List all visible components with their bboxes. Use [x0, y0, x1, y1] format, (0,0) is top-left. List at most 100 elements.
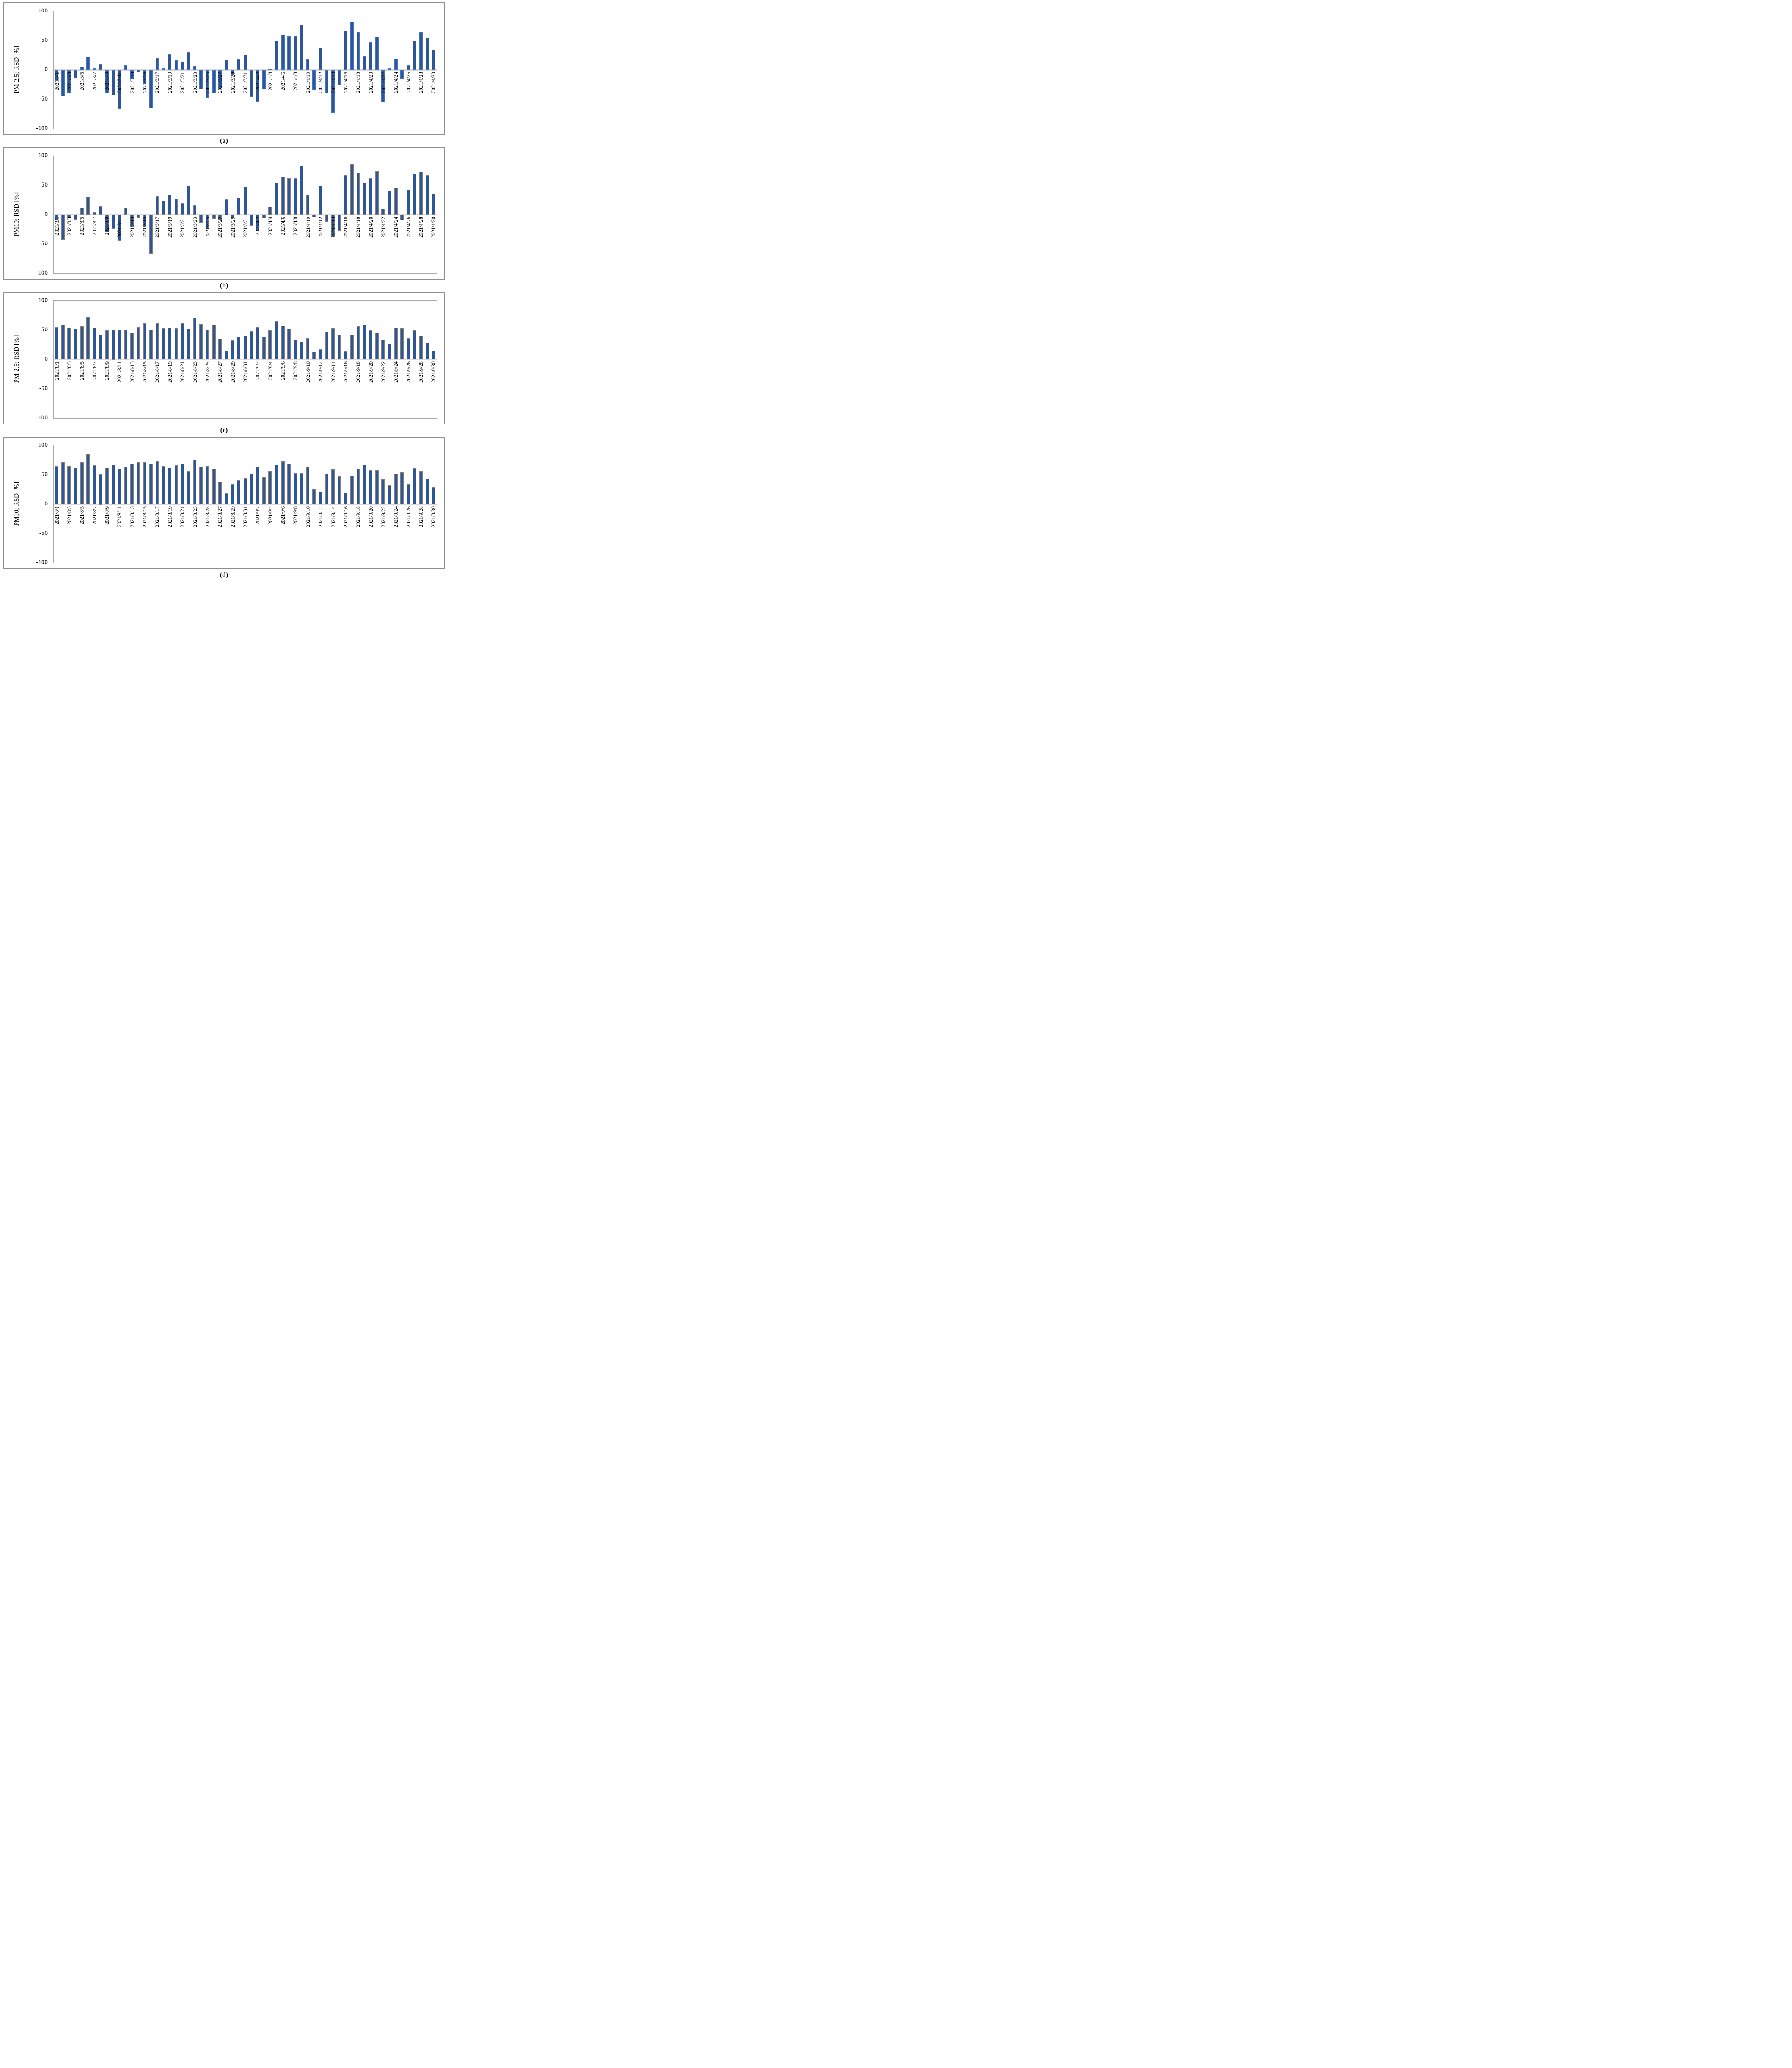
figure-rsd-panels: PM 2.5; RSD [%] 100 50 0 -50 -100 2021/3/1 20… [0, 0, 448, 586]
x-tick-label: 2021/4/18 [355, 72, 362, 93]
bar [174, 199, 178, 215]
bar [162, 201, 165, 215]
x-tick-label: 2021/8/17 [154, 506, 161, 527]
bar [218, 481, 222, 505]
x-tick-label: 2021/8/31 [242, 361, 248, 383]
bar [224, 350, 228, 360]
y-tick-label: 0 [44, 500, 48, 507]
bar [407, 338, 410, 360]
bar [218, 70, 222, 88]
bar [124, 207, 128, 215]
bar [425, 479, 429, 505]
bar [199, 324, 203, 360]
panel-c-box: PM 2.5; RSD [%] 100 50 0 -50 -100 2021/8/1 20… [3, 292, 445, 424]
bar [400, 70, 404, 79]
x-tick-label: 2021/3/15 [142, 217, 148, 238]
x-tick-label: 2021/3/3 [66, 217, 72, 235]
bar [237, 480, 241, 505]
bar [231, 340, 235, 360]
bar [55, 327, 59, 360]
x-tick-label: 2021/3/23 [192, 72, 198, 93]
bar [325, 332, 328, 360]
x-tick-label: 2021/8/25 [204, 506, 211, 527]
x-tick-label: 2021/3/7 [91, 72, 98, 91]
x-tick-label: 2021/4/16 [343, 217, 349, 238]
x-tick-label: 2021/4/2 [255, 217, 261, 235]
bar [300, 473, 304, 505]
x-tick-label: 2021/9/24 [393, 361, 399, 383]
x-tick-label: 2021/4/26 [405, 217, 412, 238]
bar [55, 215, 59, 221]
x-tick-label: 2021/4/18 [355, 217, 362, 238]
bar [86, 57, 90, 70]
y-tick-label: 100 [38, 152, 48, 159]
x-tick-label: 2021/8/13 [129, 506, 135, 527]
bar [306, 338, 310, 360]
bar [356, 326, 360, 360]
x-tick-label: 2021/4/4 [267, 72, 273, 91]
bar [249, 331, 253, 360]
bar [74, 467, 77, 505]
bar [306, 467, 310, 505]
y-tick-label: -100 [36, 414, 48, 421]
x-tick-label: 2021/8/25 [204, 361, 211, 383]
bar [319, 186, 322, 215]
x-tick-label: 2021/3/21 [180, 217, 186, 238]
bar [362, 183, 366, 215]
x-tick-label: 2021/8/7 [91, 361, 98, 380]
x-tick-label: 2021/8/1 [54, 506, 60, 525]
x-tick-label: 2021/3/5 [79, 217, 85, 235]
bar [237, 197, 241, 215]
bar [369, 178, 373, 215]
bar [431, 487, 435, 505]
panel-c-plot-area: 2021/8/1 2021/8/3 2021/8/5 2021/8/7 2021/8/9… [53, 300, 437, 419]
bar [117, 330, 121, 360]
bar [105, 467, 109, 505]
x-tick-label: 2021/3/13 [129, 217, 135, 238]
bar [111, 215, 115, 229]
bar [224, 199, 228, 215]
bar [193, 318, 197, 360]
bar [137, 70, 140, 72]
x-tick-label: 2021/4/28 [418, 217, 424, 238]
bar [381, 479, 385, 505]
bar [86, 197, 90, 215]
bar [413, 173, 417, 215]
bar [256, 70, 259, 102]
bar [287, 464, 291, 505]
y-tick-label: 50 [41, 182, 48, 188]
bar [407, 484, 410, 505]
bar [174, 328, 178, 360]
bar [86, 317, 90, 360]
bar [369, 42, 373, 70]
bar [262, 477, 266, 505]
bar [381, 339, 385, 360]
bar [344, 31, 347, 70]
panel-b-zero-axis [54, 214, 437, 215]
bar [187, 186, 190, 215]
panel-b-caption: (b) [220, 282, 228, 289]
bar [93, 68, 96, 70]
bar [293, 473, 297, 505]
bar [431, 50, 435, 70]
bar [231, 215, 235, 217]
bar [99, 206, 103, 215]
bar [306, 59, 310, 70]
bar [199, 467, 203, 505]
bar [281, 325, 285, 360]
x-tick-label: 2021/8/11 [117, 506, 123, 527]
y-tick-label: 0 [44, 66, 48, 73]
bar [325, 474, 328, 505]
bar [143, 215, 146, 227]
bar [287, 178, 291, 215]
bar [105, 70, 109, 93]
bar [356, 32, 360, 70]
x-tick-label: 2021/9/16 [343, 506, 349, 527]
x-tick-label: 2021/9/20 [368, 361, 374, 383]
x-tick-label: 2021/3/31 [242, 72, 248, 93]
bar [117, 215, 121, 241]
x-tick-label: 2021/8/15 [142, 506, 148, 527]
bar [55, 466, 59, 505]
panel-a: PM 2.5; RSD [%] 100 50 0 -50 -100 2021/3/1 20… [3, 2, 445, 147]
x-tick-label: 2021/9/26 [405, 506, 412, 527]
